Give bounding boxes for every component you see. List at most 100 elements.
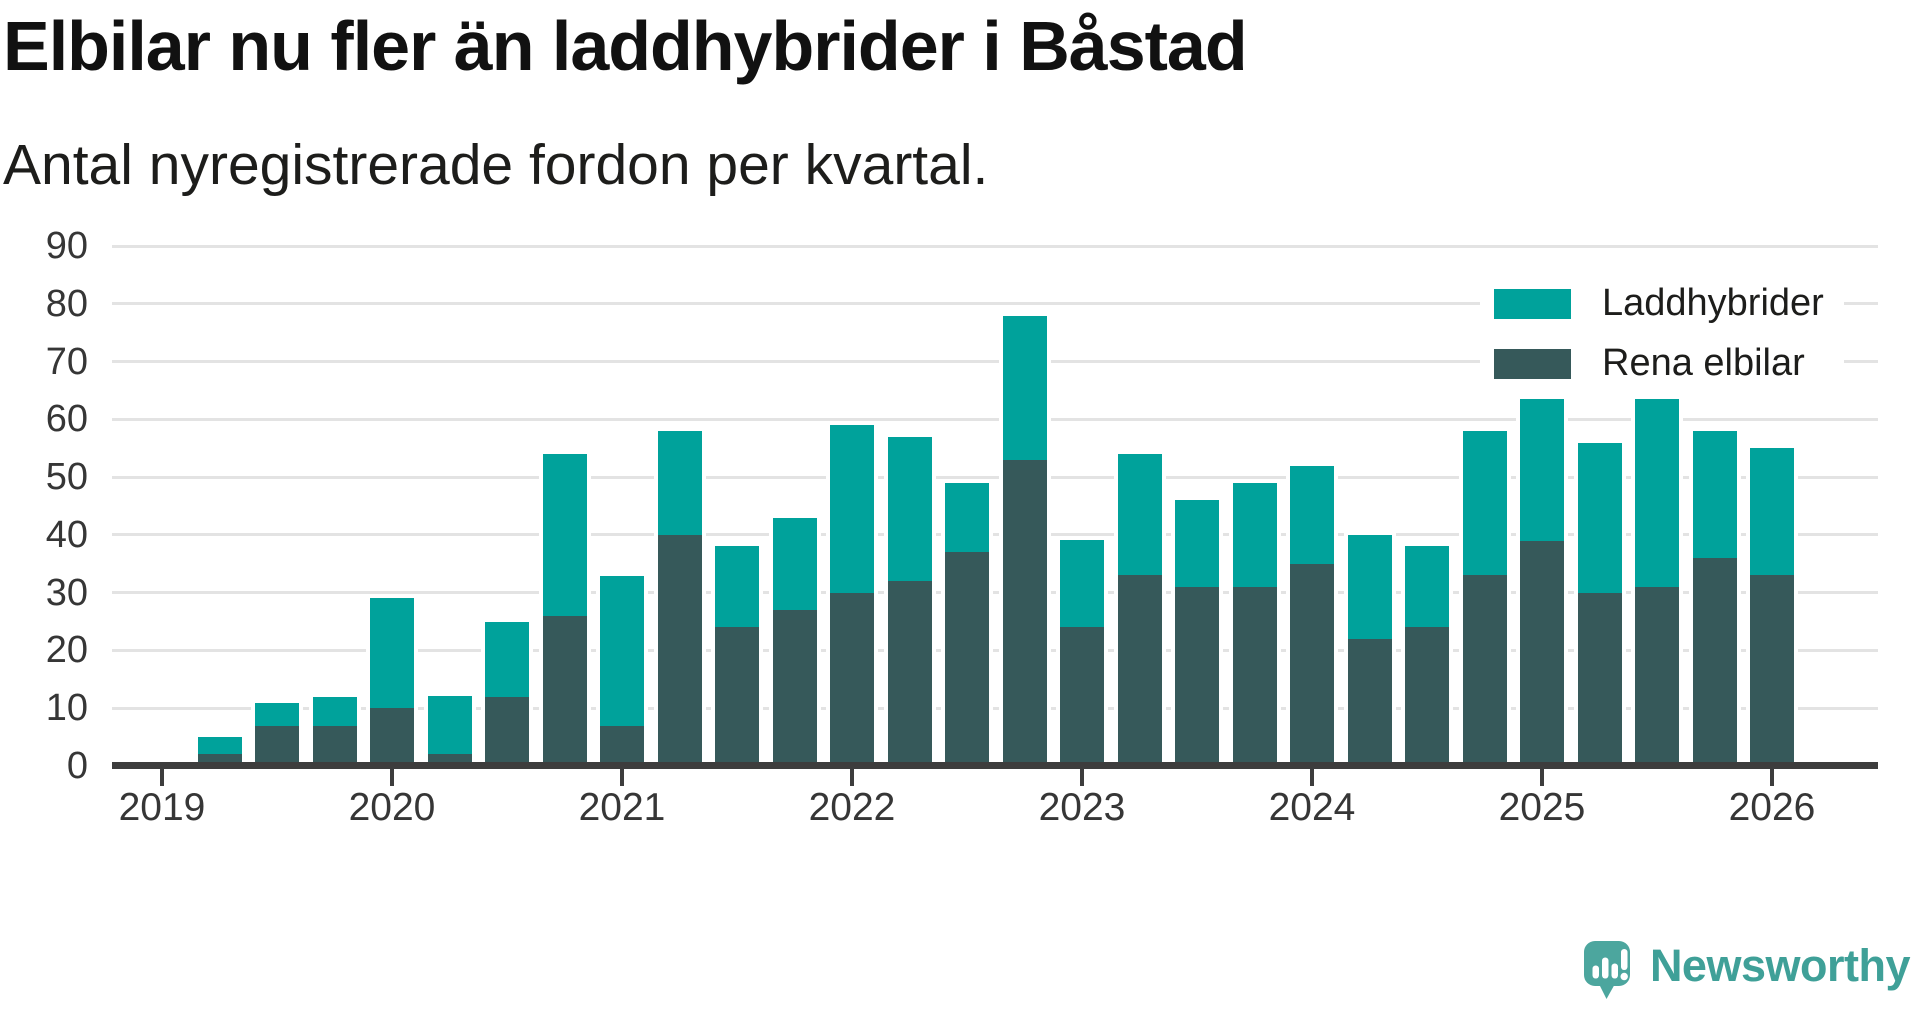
- newsworthy-logo-text: Newsworthy: [1649, 940, 1911, 991]
- x-tick-2021: [620, 769, 624, 786]
- segment-rena-elbilar: [1290, 564, 1334, 766]
- legend-swatch-rena-elbilar: [1494, 348, 1571, 379]
- x-tick-label-2025: 2025: [1498, 786, 1586, 829]
- bar-2022-q1: [830, 425, 874, 766]
- gridline-y70: [112, 360, 1878, 364]
- gridline-y80: [112, 302, 1878, 306]
- segment-laddhybrider: [1577, 443, 1622, 593]
- segment-laddhybrider: [830, 425, 874, 593]
- segment-rena-elbilar: [1405, 627, 1449, 766]
- bar-2021-q4: [772, 518, 817, 766]
- y-tick-label-30: 30: [45, 571, 88, 614]
- gridline-y30: [112, 591, 1878, 595]
- segment-rena-elbilar: [1347, 639, 1392, 766]
- x-axis-line: [112, 762, 1878, 769]
- plot-area: 2019 2020 2021 2022 2023 2024 2025 2026 Laddhyb…: [112, 244, 1878, 829]
- segment-laddhybrider: [542, 454, 587, 616]
- bar-2020-q1: [370, 598, 414, 766]
- bar-2024-q2: [1347, 535, 1392, 766]
- bar-2023-q2: [1117, 454, 1162, 766]
- y-tick-label-60: 60: [45, 398, 88, 441]
- segment-laddhybrider: [657, 431, 702, 535]
- segment-rena-elbilar: [945, 552, 989, 766]
- gridline-y20: [112, 648, 1878, 652]
- segment-laddhybrider: [772, 518, 817, 610]
- segment-rena-elbilar: [600, 726, 644, 766]
- x-tick-label-2026: 2026: [1728, 786, 1816, 829]
- y-tick-label-10: 10: [45, 687, 88, 730]
- segment-laddhybrider: [600, 576, 644, 726]
- segment-laddhybrider: [1002, 316, 1047, 460]
- y-axis-labels: 0 10 20 30 40 50 60 70 80 90: [0, 227, 88, 785]
- legend-label-laddhybrider: Laddhybrider: [1602, 282, 1824, 324]
- y-tick-label-0: 0: [66, 745, 88, 787]
- segment-rena-elbilar: [1060, 627, 1104, 766]
- y-tick-label-70: 70: [45, 340, 88, 383]
- segment-laddhybrider: [255, 703, 299, 726]
- segment-laddhybrider: [887, 437, 932, 581]
- legend-item-laddhybrider: Laddhybrider: [1494, 282, 1824, 325]
- bar-2023-q3: [1175, 500, 1219, 766]
- gridline-y90: [112, 244, 1878, 248]
- bar-chart: 0 10 20 30 40 50 60 70 80 90 2019 2020 2021 2022 2023…: [0, 227, 1920, 829]
- x-tick-label-2024: 2024: [1268, 786, 1356, 829]
- segment-rena-elbilar: [542, 616, 587, 766]
- bar-2023-q1: [1060, 540, 1104, 766]
- newsworthy-branding: Newsworthy: [1583, 940, 1911, 1002]
- x-tick-2019: [160, 769, 164, 786]
- segment-rena-elbilar: [485, 697, 529, 766]
- x-tick-label-2023: 2023: [1038, 786, 1126, 829]
- segment-rena-elbilar: [1002, 460, 1047, 766]
- bar-2022-q2: [887, 437, 932, 766]
- bar-2025-q2: [1577, 443, 1622, 766]
- segment-laddhybrider: [1520, 397, 1564, 541]
- segment-rena-elbilar: [1462, 575, 1507, 766]
- segment-laddhybrider: [1175, 500, 1219, 587]
- x-tick-2026: [1770, 769, 1774, 786]
- bar-2020-q2: [427, 696, 472, 766]
- y-tick-label-80: 80: [45, 282, 88, 325]
- bar-2024-q3: [1405, 546, 1449, 766]
- x-tick-2020: [390, 769, 394, 786]
- x-tick-2022: [850, 769, 854, 786]
- segment-laddhybrider: [485, 622, 529, 697]
- segment-rena-elbilar: [830, 593, 874, 766]
- segment-laddhybrider: [1405, 546, 1449, 627]
- bar-2022-q4: [1002, 316, 1047, 766]
- segment-laddhybrider: [1060, 540, 1104, 627]
- bar-2021-q1: [600, 576, 644, 766]
- x-tick-2024: [1310, 769, 1314, 786]
- segment-rena-elbilar: [1520, 541, 1564, 766]
- segment-rena-elbilar: [1175, 587, 1219, 766]
- segment-rena-elbilar: [715, 627, 759, 766]
- bar-2025-q1: [1520, 397, 1564, 766]
- segment-laddhybrider: [1750, 448, 1794, 575]
- bar-2021-q2: [657, 431, 702, 766]
- x-tick-label-2022: 2022: [808, 786, 896, 829]
- y-tick-label-50: 50: [45, 456, 88, 499]
- segment-rena-elbilar: [1232, 587, 1277, 766]
- bar-2019-q4: [312, 697, 357, 766]
- chart-title: Elbilar nu fler än laddhybrider i Båstad: [3, 7, 1248, 85]
- segment-laddhybrider: [1290, 466, 1334, 564]
- x-tick-label-2019: 2019: [118, 786, 206, 829]
- bar-2020-q4: [542, 454, 587, 766]
- bar-2019-q3: [255, 703, 299, 766]
- segment-rena-elbilar: [1635, 587, 1679, 766]
- segment-laddhybrider: [1462, 431, 1507, 575]
- segment-laddhybrider: [427, 696, 472, 754]
- segment-laddhybrider: [1347, 535, 1392, 639]
- segment-rena-elbilar: [772, 610, 817, 766]
- y-tick-label-40: 40: [45, 513, 88, 556]
- legend-swatch-laddhybrider: [1494, 288, 1571, 319]
- segment-rena-elbilar: [1117, 575, 1162, 766]
- bar-2025-q4: [1692, 431, 1737, 766]
- segment-laddhybrider: [1692, 431, 1737, 558]
- gridline-y40: [112, 533, 1878, 537]
- segment-rena-elbilar: [1577, 593, 1622, 766]
- x-tick-2023: [1080, 769, 1084, 786]
- gridline-y60: [112, 417, 1878, 421]
- x-tick-label-2020: 2020: [348, 786, 436, 829]
- segment-rena-elbilar: [312, 726, 357, 766]
